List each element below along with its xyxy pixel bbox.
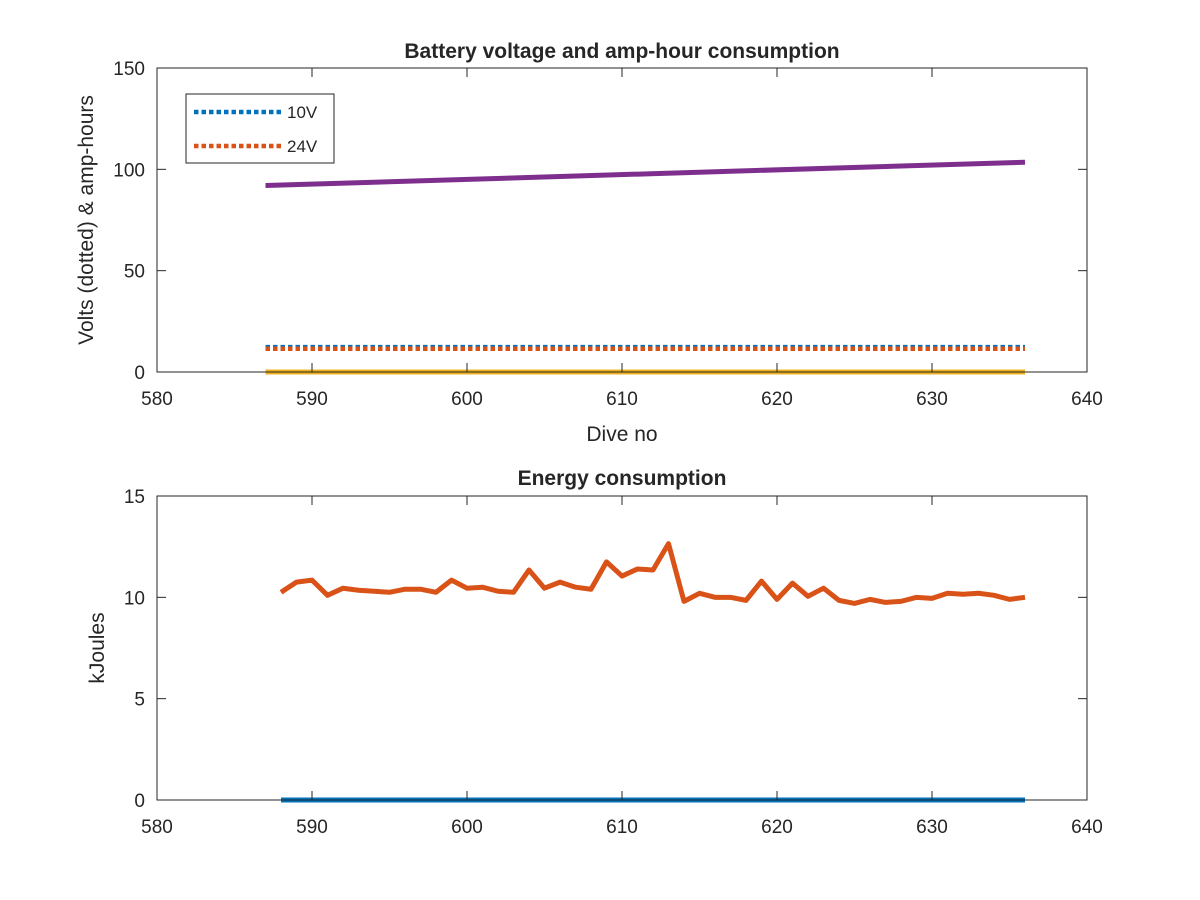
x-tick-label: 590: [296, 389, 328, 410]
x-tick-label: 580: [141, 817, 173, 838]
x-tick-label: 600: [451, 389, 483, 410]
y-tick-label: 50: [124, 262, 145, 283]
axes-battery-voltage: 580 590 600 610 620 630 640 0 50 100 150 Battery v…: [75, 40, 1103, 446]
y-tick-label: 15: [124, 487, 145, 508]
axes-energy-consumption: 580 590 600 610 620 630 640 0 5 10 15 Energy consu…: [86, 467, 1103, 838]
y-tick-label: 10: [124, 588, 145, 609]
y-tick-label: 0: [134, 363, 145, 384]
y-tick-label: 100: [113, 160, 145, 181]
x-tick-label: 610: [606, 389, 638, 410]
y-axis-label: kJoules: [86, 612, 109, 683]
x-axis-label: Dive no: [586, 423, 657, 446]
x-tick-label: 630: [916, 817, 948, 838]
y-tick-label: 150: [113, 59, 145, 80]
x-tick-label: 600: [451, 817, 483, 838]
legend: 10V 24V: [185, 93, 335, 164]
series-line-4: [265, 159, 1026, 189]
x-tick-label: 620: [761, 817, 793, 838]
legend-label-24v: 24V: [287, 137, 318, 156]
ticks-layer: 580 590 600 610 620 630 640 0 5 10 15: [124, 487, 1103, 838]
y-axis-label: Volts (dotted) & amp-hours: [75, 95, 98, 345]
x-tick-label: 630: [916, 389, 948, 410]
chart-title: Energy consumption: [518, 467, 727, 490]
x-tick-label: 590: [296, 817, 328, 838]
legend-box: [185, 93, 335, 164]
ticks-layer: 580 590 600 610 620 630 640 0 50 100 150: [113, 59, 1103, 410]
plot-area: [157, 496, 1087, 800]
series-line-2: [279, 541, 1026, 606]
x-tick-label: 610: [606, 817, 638, 838]
x-tick-label: 640: [1071, 817, 1103, 838]
x-tick-label: 620: [761, 389, 793, 410]
x-tick-label: 640: [1071, 389, 1103, 410]
y-tick-label: 0: [134, 791, 145, 812]
chart-title: Battery voltage and amp-hour consumption: [404, 40, 839, 63]
legend-label-10v: 10V: [287, 103, 318, 122]
y-tick-label: 5: [134, 690, 145, 711]
x-tick-label: 580: [141, 389, 173, 410]
